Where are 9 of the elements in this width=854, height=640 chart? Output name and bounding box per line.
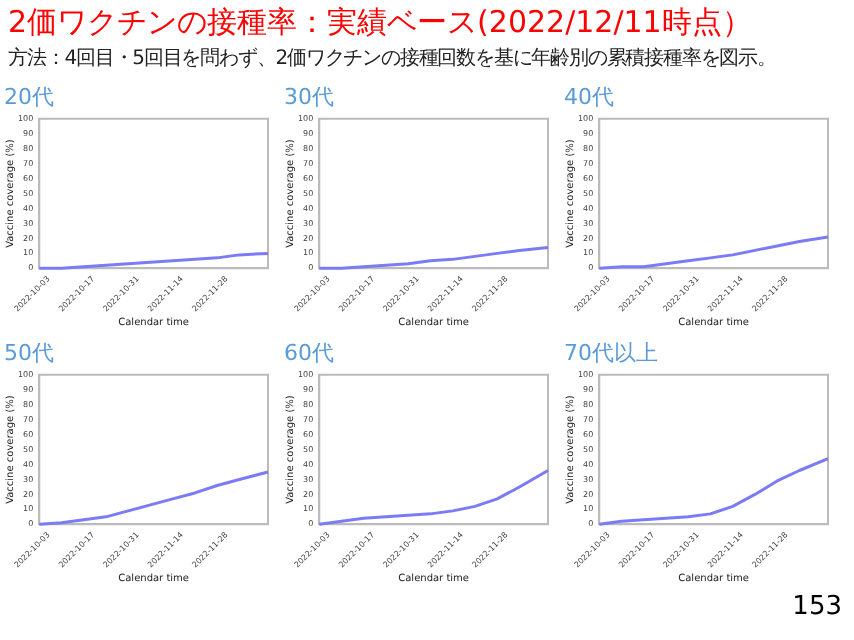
text: 方法：4回目・5回目を問わず、2価ワクチンの接種回数を基に年齢別の累積接種率を図示。 [8, 45, 776, 72]
chart-title: 20代 [4, 84, 56, 112]
text: 2価ワクチンの接種率：実績ベース(2022/12/11時点） [8, 4, 752, 42]
chart-title: 40代 [564, 84, 616, 112]
chart-title: 30代 [284, 84, 336, 112]
text: 153 [792, 592, 842, 622]
chart-title: 60代 [284, 340, 336, 368]
chart-title: 50代 [4, 340, 56, 368]
chart-title: 70代以上 [564, 340, 660, 368]
